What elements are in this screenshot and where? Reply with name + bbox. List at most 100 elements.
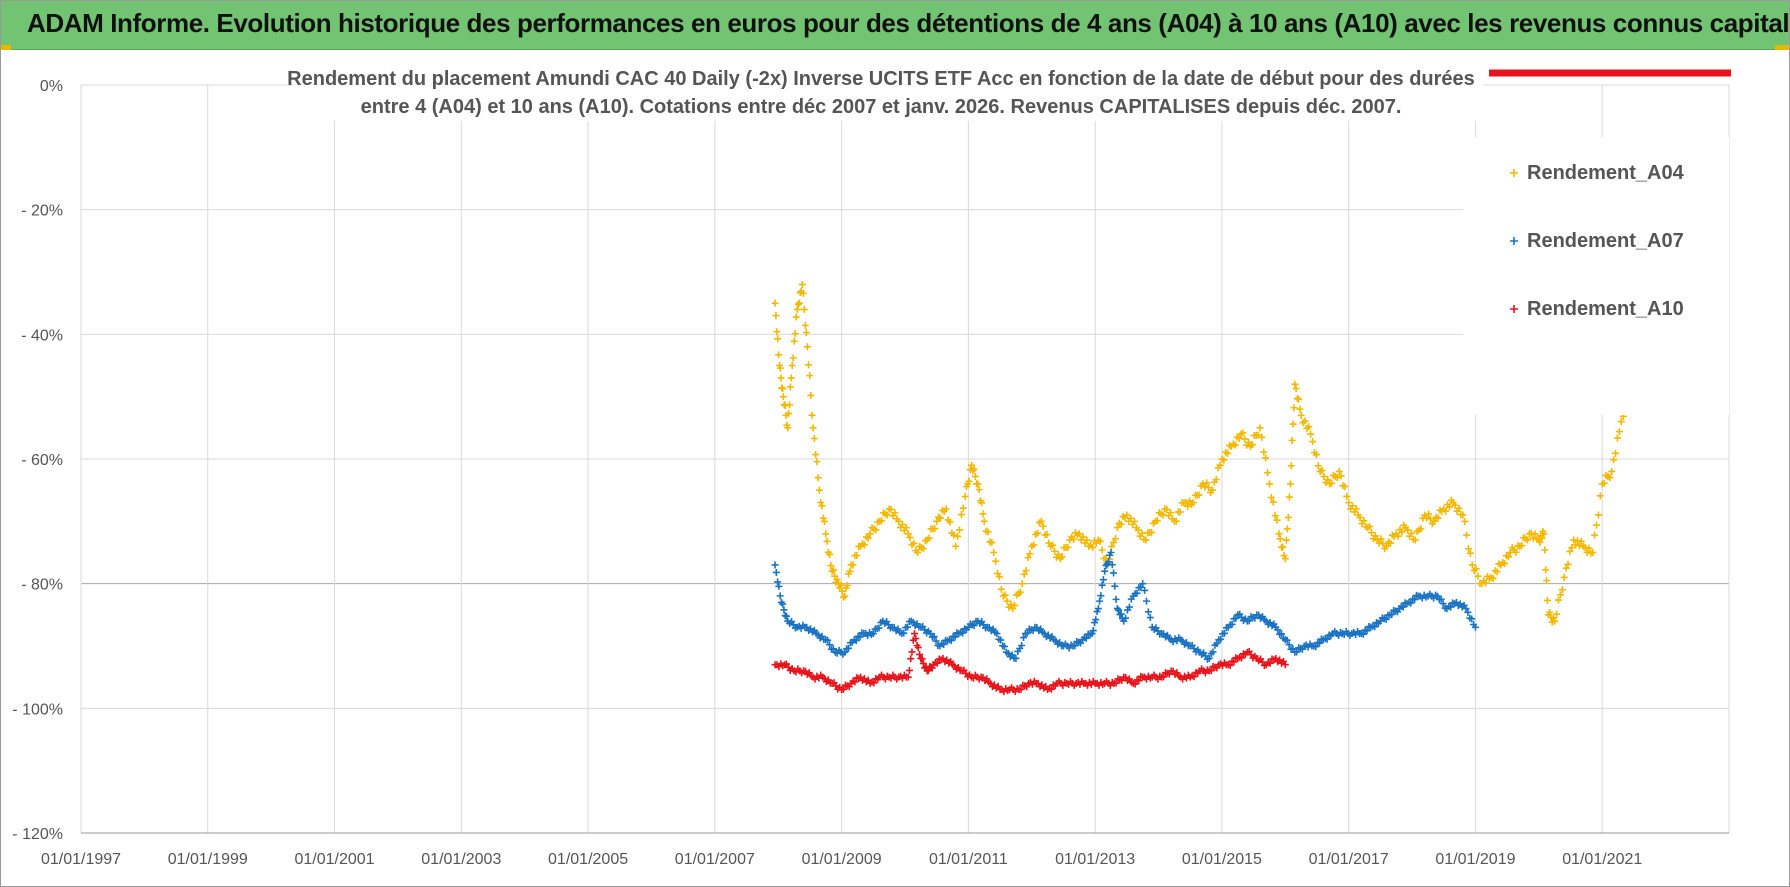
data-point [1591,531,1599,539]
data-point [1333,474,1341,482]
data-point [814,474,822,482]
data-point [1379,540,1387,548]
data-point [1466,549,1474,557]
data-point [1324,476,1332,484]
data-point [1160,673,1168,681]
data-point [1228,620,1236,628]
data-point [1079,533,1087,541]
data-point [1135,677,1143,685]
data-point [988,539,996,547]
data-point [1089,543,1097,551]
data-point [851,678,859,686]
data-point [1388,611,1396,619]
data-point [1039,522,1047,530]
data-point [984,528,992,536]
data-point [1523,536,1531,544]
data-point [803,343,811,351]
data-point [1512,548,1520,556]
data-point [916,650,924,658]
data-point [1593,521,1601,529]
data-point [995,573,1003,581]
data-point [895,517,903,525]
data-point [1316,639,1324,647]
data-point [838,587,846,595]
data-point [997,636,1005,644]
data-point [780,606,788,614]
data-point [793,305,801,313]
data-point [1426,515,1434,523]
data-point [1536,538,1544,546]
data-point [829,566,837,574]
data-point [1289,420,1297,428]
data-point [1254,431,1262,439]
data-point [845,644,853,652]
data-point [1189,499,1197,507]
y-tick-label: 0% [40,78,63,95]
data-point [1230,658,1238,666]
data-point [1463,531,1471,539]
data-point [840,593,848,601]
data-point [1089,627,1097,635]
data-point [860,541,868,549]
data-point [1023,629,1031,637]
data-point [1148,528,1156,536]
data-point [1328,479,1336,487]
data-point [1094,605,1102,613]
x-axis-ticks: 01/01/1997 01/01/1999 01/01/2001 01/01/2003… [41,851,1642,868]
data-point [809,424,817,432]
data-point [824,636,832,644]
data-point [906,534,914,542]
data-point [1291,380,1299,388]
data-point [1445,503,1453,511]
data-point [1566,547,1574,555]
data-point [1371,532,1379,540]
data-point [1292,385,1300,393]
data-point [798,280,806,288]
data-point [1451,501,1459,509]
data-point [1043,530,1051,538]
data-point [970,465,978,473]
data-point [1267,494,1275,502]
data-point [808,411,816,419]
data-point [887,506,895,514]
data-point [1220,456,1228,464]
data-point [1003,597,1011,605]
data-point [1131,680,1139,688]
data-point [1474,572,1482,580]
data-point [1226,661,1234,669]
data-point [936,514,944,522]
y-tick-label: - 80% [21,577,63,594]
data-point [1266,659,1274,667]
data-point [1016,588,1024,596]
x-tick-label: 01/01/2003 [421,851,501,868]
data-point [1501,560,1509,568]
data-point [1269,498,1277,506]
data-point [919,659,927,667]
data-point [1349,502,1356,510]
data-point [801,321,809,329]
y-tick-label: - 40% [21,327,63,344]
data-point [1110,569,1118,577]
data-point [1070,535,1078,543]
data-point [1097,592,1105,600]
data-point [1352,505,1360,513]
x-tick-label: 01/01/2009 [802,851,882,868]
data-point [1064,543,1072,551]
data-point [1037,517,1045,525]
data-point [1290,404,1298,412]
data-point [1224,449,1232,457]
data-point [790,337,798,345]
data-point [1411,536,1419,544]
data-point [785,410,793,418]
data-point [1407,529,1415,537]
data-point [1442,507,1450,515]
data-point [1190,673,1198,681]
data-point [799,289,807,297]
data-point [1585,544,1593,552]
x-tick-label: 01/01/2019 [1435,851,1515,868]
data-point [782,612,790,620]
data-point [1366,522,1374,530]
data-point [1462,605,1470,613]
data-point [911,630,919,638]
data-point [805,361,813,369]
